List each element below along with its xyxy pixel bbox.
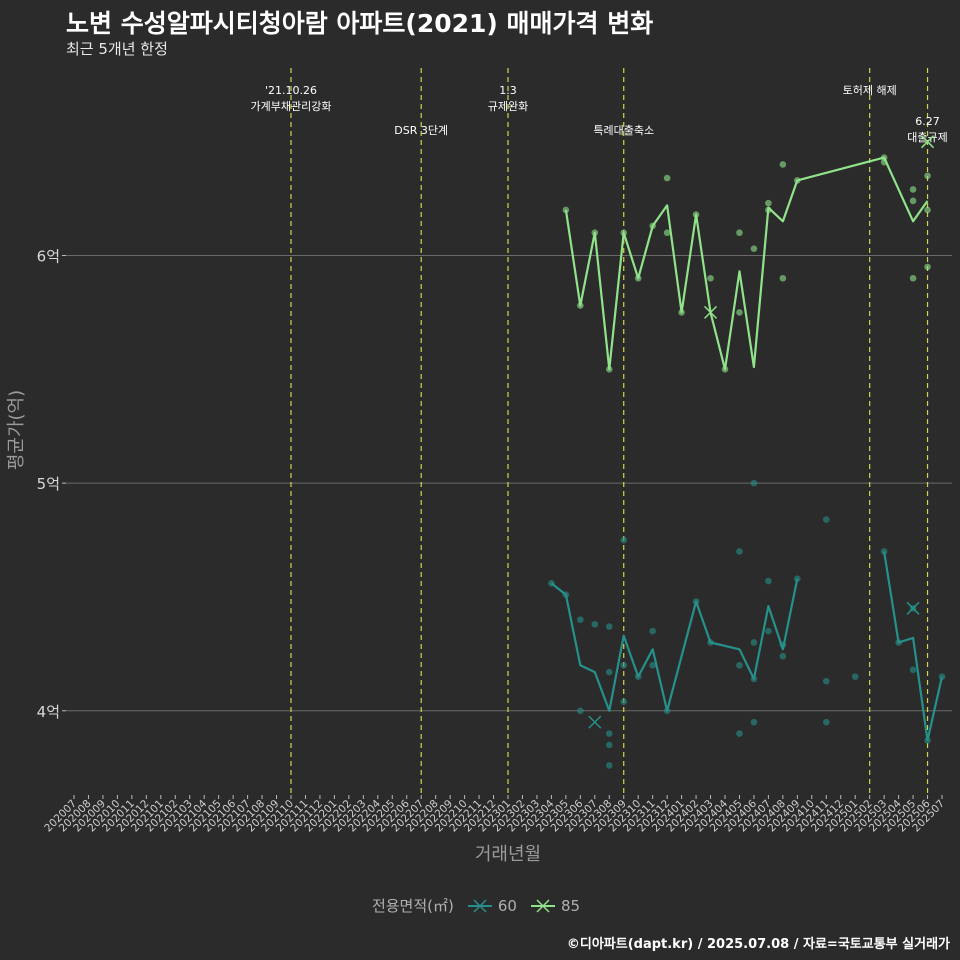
y-tick-label: 4억 (37, 703, 60, 721)
data-point-85 (663, 229, 671, 237)
data-point-60 (750, 718, 758, 726)
data-point-85 (779, 274, 787, 282)
cancel-marker-60 (588, 715, 602, 729)
event-label: 대출규제 (907, 131, 947, 144)
data-point-60 (909, 666, 917, 674)
data-point-60 (605, 623, 613, 630)
event-label: 토허제 해제 (843, 83, 897, 97)
data-point-60 (851, 673, 859, 680)
data-point-60 (620, 698, 628, 705)
series-line-85 (564, 156, 929, 371)
legend-item-60: 60 (467, 896, 525, 915)
legend-swatch-60 (467, 898, 492, 913)
data-point-60 (649, 627, 656, 635)
event-label: 가계부채관리강화 (251, 100, 332, 113)
data-point-85 (750, 245, 758, 252)
event-label: 6.27 (915, 115, 940, 128)
data-point-85 (924, 206, 931, 214)
data-point-85 (765, 199, 772, 207)
data-point-60 (765, 627, 772, 635)
data-point-60 (605, 762, 613, 769)
data-point-60 (577, 616, 584, 624)
source-caption: ©디아파트(dapt.kr) / 2025.07.08 / 자료=국토교통부 실… (566, 937, 950, 952)
legend: 전용면적(㎡) 60 85 (0, 895, 960, 916)
event-label: 특례대출축소 (593, 124, 654, 137)
event-lines (290, 68, 929, 795)
data-point-60 (765, 577, 772, 585)
event-label: DSR 3단계 (394, 124, 448, 137)
data-point-60 (577, 707, 584, 715)
data-point-60 (779, 652, 787, 660)
data-point-85 (779, 161, 787, 168)
data-point-60 (736, 548, 743, 555)
data-point-60 (605, 668, 613, 676)
cancel-marker-60 (906, 601, 920, 615)
legend-label-85: 85 (560, 896, 581, 915)
legend-title: 전용면적(㎡) (371, 897, 454, 915)
legend-item-85: 85 (530, 896, 588, 915)
gridlines (66, 254, 952, 712)
series-lines (550, 156, 944, 742)
data-points (548, 154, 946, 769)
data-point-60 (822, 516, 830, 523)
data-point-60 (649, 661, 656, 669)
data-point-85 (909, 186, 917, 193)
data-point-85 (736, 309, 743, 316)
y-tick-label: 5억 (37, 475, 60, 493)
legend-swatch-85 (530, 898, 555, 913)
data-point-60 (822, 718, 830, 726)
event-label: 1.3 (499, 84, 517, 97)
data-point-60 (591, 620, 599, 628)
data-point-60 (822, 677, 830, 685)
event-label: 규제완화 (488, 100, 528, 113)
data-point-85 (909, 274, 917, 282)
data-point-60 (736, 661, 743, 669)
data-point-85 (909, 197, 917, 205)
chart-title: 노변 수성알파시티청아람 아파트(2021) 매매가격 변화 (66, 9, 654, 38)
cancel-marker-85 (921, 135, 935, 149)
series-line-60 (883, 551, 944, 742)
data-point-60 (736, 730, 743, 737)
data-point-85 (707, 274, 714, 282)
cancel-marker-85 (704, 305, 718, 319)
data-point-85 (562, 206, 570, 214)
data-point-60 (750, 479, 758, 487)
series-line-60 (550, 578, 799, 712)
legend-label-60: 60 (497, 896, 517, 915)
chart-subtitle: 최근 5개년 한정 (66, 40, 168, 58)
data-point-60 (605, 730, 613, 737)
data-point-60 (620, 536, 628, 544)
y-tick-label: 6억 (37, 247, 60, 265)
data-point-60 (620, 661, 628, 669)
data-point-60 (750, 639, 758, 646)
cancelled-markers (588, 135, 935, 729)
data-point-85 (924, 172, 931, 180)
data-point-85 (736, 229, 743, 237)
axes: 4억5억6억2020072020082020092020102020112020… (37, 247, 947, 834)
y-axis-label: 평균가(억) (6, 390, 27, 470)
event-label: '21.10.26 (265, 84, 317, 97)
data-point-60 (605, 741, 613, 749)
x-axis-label: 거래년월 (475, 844, 541, 865)
data-point-85 (924, 263, 931, 271)
data-point-85 (663, 174, 671, 182)
